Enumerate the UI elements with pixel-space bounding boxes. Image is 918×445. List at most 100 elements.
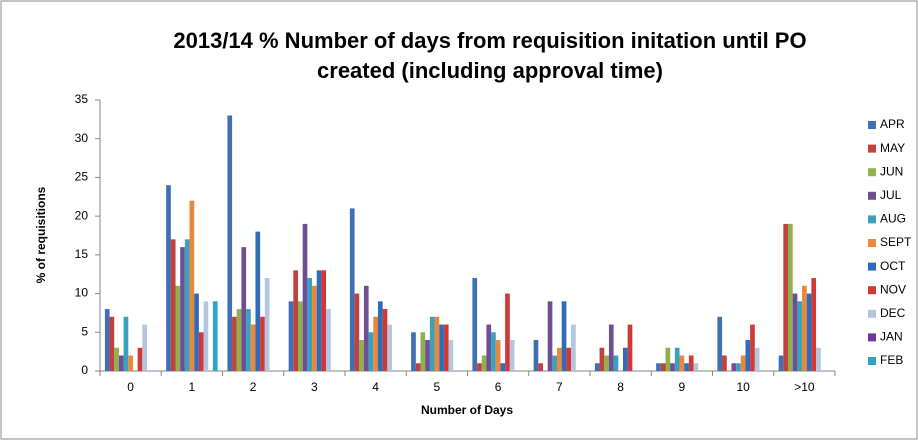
bar bbox=[811, 278, 817, 371]
legend-swatch bbox=[868, 262, 876, 271]
bar bbox=[792, 293, 798, 371]
bar bbox=[227, 115, 233, 371]
bar bbox=[806, 293, 812, 371]
bar bbox=[198, 332, 204, 371]
y-tick-label: 5 bbox=[81, 324, 88, 338]
bar bbox=[302, 223, 308, 371]
bar bbox=[509, 340, 515, 371]
bar bbox=[533, 340, 539, 371]
bar bbox=[236, 309, 242, 371]
bar bbox=[722, 355, 727, 371]
bar bbox=[608, 324, 614, 371]
bar bbox=[731, 363, 737, 371]
bar bbox=[665, 347, 671, 371]
bar bbox=[128, 355, 133, 371]
legend-swatch bbox=[868, 357, 876, 365]
bar bbox=[349, 208, 355, 371]
y-tick-label: 10 bbox=[75, 286, 89, 300]
bar bbox=[184, 239, 190, 371]
bar bbox=[377, 301, 383, 371]
bar bbox=[118, 355, 124, 371]
bar bbox=[797, 301, 803, 371]
bar bbox=[255, 231, 261, 371]
legend-label: JUN bbox=[880, 164, 903, 178]
bar bbox=[561, 301, 567, 371]
bar bbox=[472, 278, 478, 371]
legend-label: JUL bbox=[880, 188, 902, 202]
y-tick-label: 0 bbox=[81, 363, 88, 377]
bar bbox=[500, 363, 506, 371]
bar bbox=[387, 324, 392, 371]
bar bbox=[354, 293, 360, 371]
bar bbox=[189, 200, 195, 371]
bar bbox=[180, 247, 185, 371]
y-tick-label: 35 bbox=[75, 92, 89, 106]
bar bbox=[415, 363, 421, 371]
x-tick-label: 4 bbox=[372, 380, 379, 394]
bar bbox=[477, 363, 482, 371]
bar bbox=[679, 355, 685, 371]
bar bbox=[547, 301, 553, 371]
legend-label: DEC bbox=[880, 306, 906, 320]
bar bbox=[312, 285, 317, 371]
bar bbox=[109, 316, 115, 371]
bar bbox=[326, 309, 331, 371]
bar bbox=[123, 316, 129, 371]
bar bbox=[321, 270, 327, 371]
bar bbox=[622, 347, 628, 371]
bar bbox=[194, 293, 199, 371]
bar bbox=[684, 363, 689, 371]
legend-label: NOV bbox=[880, 282, 906, 296]
bar bbox=[175, 285, 181, 371]
bar bbox=[382, 309, 388, 371]
bar bbox=[368, 332, 374, 371]
bar bbox=[439, 324, 444, 371]
bar bbox=[557, 347, 562, 371]
bar bbox=[783, 223, 789, 371]
bar bbox=[736, 363, 741, 371]
x-tick-label: 9 bbox=[679, 380, 686, 394]
bar bbox=[670, 363, 675, 371]
legend-label: FEB bbox=[880, 353, 903, 367]
bar bbox=[166, 185, 171, 371]
bar bbox=[203, 301, 209, 371]
legend-swatch bbox=[868, 121, 876, 129]
bar bbox=[538, 363, 544, 371]
bar bbox=[778, 355, 784, 371]
legend-label: AUG bbox=[880, 212, 906, 226]
bar bbox=[745, 340, 751, 371]
legend-label: OCT bbox=[880, 259, 906, 273]
bar bbox=[613, 355, 619, 371]
bar bbox=[246, 309, 251, 371]
bar bbox=[363, 285, 369, 371]
x-tick-label: 2 bbox=[250, 380, 257, 394]
bar bbox=[594, 363, 600, 371]
legend-label: SEPT bbox=[880, 235, 912, 249]
y-tick-label: 20 bbox=[75, 208, 89, 222]
bar bbox=[429, 316, 435, 371]
bar bbox=[232, 316, 237, 371]
bar bbox=[316, 270, 322, 371]
bar bbox=[486, 324, 492, 371]
legend-swatch bbox=[868, 239, 876, 247]
bar bbox=[288, 301, 294, 371]
chart-title: 2013/14 % Number of days from requisitio… bbox=[173, 28, 806, 83]
bar bbox=[411, 332, 416, 371]
bar bbox=[693, 363, 699, 371]
bar bbox=[604, 355, 609, 371]
y-axis-label: % of requisitions bbox=[34, 186, 48, 283]
bar bbox=[750, 324, 755, 371]
bar bbox=[656, 363, 661, 371]
bar bbox=[717, 316, 723, 371]
bar bbox=[571, 324, 576, 371]
bar bbox=[816, 347, 821, 371]
bar bbox=[627, 324, 633, 371]
bar bbox=[754, 347, 760, 371]
y-tick-label: 30 bbox=[75, 131, 89, 145]
bar bbox=[674, 347, 680, 371]
bar bbox=[264, 278, 270, 371]
bar bbox=[250, 324, 256, 371]
x-tick-label: 5 bbox=[434, 380, 441, 394]
legend-swatch bbox=[868, 286, 876, 295]
x-tick-label: 3 bbox=[311, 380, 318, 394]
